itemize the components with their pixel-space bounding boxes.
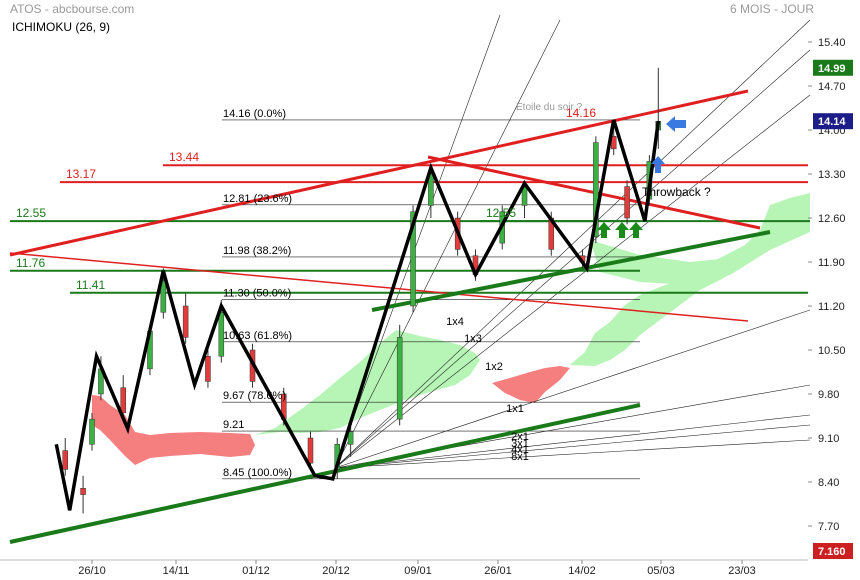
gann-fan-line	[334, 14, 501, 469]
candle-body	[182, 305, 189, 338]
up-arrow-icon	[597, 222, 611, 238]
trend-line	[9, 252, 749, 322]
fibonacci-level-label: 11.98 (38.2%)	[223, 245, 291, 257]
cloud-bullish	[590, 200, 810, 285]
fibonacci-level-label: 14.16 (0.0%)	[223, 108, 286, 120]
candle-body	[160, 280, 167, 313]
candle-body	[80, 488, 86, 495]
period-label: 6 MOIS - JOUR	[730, 2, 814, 16]
candle-body	[593, 142, 599, 238]
fibonacci-level-label: 11.30 (50.0%)	[223, 288, 291, 300]
candle-body	[396, 337, 403, 420]
x-axis-tick-label: 20/12	[322, 565, 350, 577]
gann-label: 1x4	[446, 316, 464, 328]
fibonacci-level-label: 12.81 (23.6%)	[223, 193, 292, 205]
candle-body	[428, 173, 434, 206]
candle-body	[89, 418, 95, 445]
y-axis-tick-label: 7.70	[818, 521, 839, 533]
min-price-label: 7.160	[818, 546, 846, 558]
annotation-text: Throwback ?	[642, 185, 711, 199]
up-arrow-icon	[651, 156, 665, 173]
gann-fan-line	[334, 19, 561, 469]
trend-line	[9, 89, 749, 257]
x-axis-tick-label: 01/12	[242, 565, 270, 577]
y-axis-tick-label: 13.30	[818, 169, 846, 181]
y-axis-tick-label: 14.70	[818, 81, 846, 93]
fibonacci-level-label: 9.67 (78.6%)	[223, 390, 286, 402]
fibonacci-level-label: 8.45 (100.0%)	[223, 467, 292, 479]
cloud-bearish	[492, 366, 570, 403]
last-price-badge	[813, 59, 853, 76]
fibonacci-level-label: 9.21	[223, 419, 244, 431]
fibonacci-level-label: 10.63 (61.8%)	[223, 330, 292, 342]
candle-body	[307, 437, 314, 464]
gann-fan-line	[334, 439, 811, 469]
annotation-text: 14.16	[566, 106, 596, 120]
y-axis-tick-label: 15.40	[818, 37, 846, 49]
cloud-bullish	[255, 330, 480, 435]
annotation-text: Etoile du soir ?	[516, 102, 583, 113]
min-price-badge	[813, 543, 853, 559]
candle-body	[62, 450, 68, 470]
cloud-bearish	[92, 395, 255, 465]
y-axis-tick-label: 9.80	[818, 389, 839, 401]
left-arrow-icon	[666, 116, 686, 132]
gann-fan-line	[334, 424, 811, 469]
gann-label: 4x1	[511, 444, 529, 456]
x-axis-tick-label: 14/02	[568, 565, 596, 577]
candle-body	[410, 211, 416, 307]
candle-body	[205, 356, 211, 382]
y-axis-tick-label: 8.40	[818, 477, 839, 489]
gann-fan-line	[334, 94, 811, 469]
y-axis-tick-label: 12.60	[818, 213, 846, 225]
x-axis-tick-label: 09/01	[404, 565, 432, 577]
y-axis-tick-label: 11.90	[818, 257, 845, 269]
trend-line	[371, 230, 771, 312]
horizontal-level-label: 12.55	[16, 206, 46, 220]
x-axis-tick-label: 05/03	[647, 565, 675, 577]
up-arrow-icon	[629, 222, 643, 238]
gann-label: 1x2	[485, 361, 503, 373]
gann-label: 3x1	[511, 438, 529, 450]
y-axis-tick-label: 11.20	[818, 301, 845, 313]
gann-fan-line	[334, 414, 811, 469]
zigzag-wave-line	[54, 119, 661, 511]
horizontal-level-label: 11.41	[76, 278, 105, 292]
horizontal-level-label: 11.76	[16, 256, 45, 270]
gann-label: 1x1	[506, 403, 524, 415]
x-axis-tick-label: 26/01	[484, 565, 512, 577]
y-axis-tick-label: 10.50	[818, 345, 846, 357]
trend-line	[9, 403, 641, 544]
candle-body	[624, 186, 630, 219]
price-marker-label: 14.14	[818, 116, 846, 128]
candle-body	[218, 312, 225, 357]
horizontal-level-label: 12.55	[486, 206, 516, 220]
gann-label: 1x3	[464, 333, 482, 345]
gann-fan-line	[334, 309, 811, 469]
last-price-label: 14.99	[818, 63, 846, 75]
horizontal-level-label: 13.17	[66, 167, 96, 181]
up-arrow-icon	[615, 222, 629, 238]
gann-fan-line	[334, 49, 811, 469]
candle-body	[347, 431, 354, 445]
gann-label: 8x1	[511, 451, 529, 463]
y-axis-tick-label: 9.10	[818, 433, 839, 445]
price-marker-badge	[813, 113, 853, 130]
chart-title: ATOS - abcbourse.com	[10, 2, 134, 16]
x-axis-tick-label: 23/03	[728, 565, 756, 577]
candle-body	[120, 387, 126, 414]
horizontal-level-label: 13.44	[169, 150, 199, 164]
x-axis-tick-label: 26/10	[78, 565, 106, 577]
x-axis-tick-label: 14/11	[163, 565, 190, 577]
gann-label: 2x1	[511, 431, 529, 443]
indicator-label: ICHIMOKU (26, 9)	[12, 20, 110, 34]
